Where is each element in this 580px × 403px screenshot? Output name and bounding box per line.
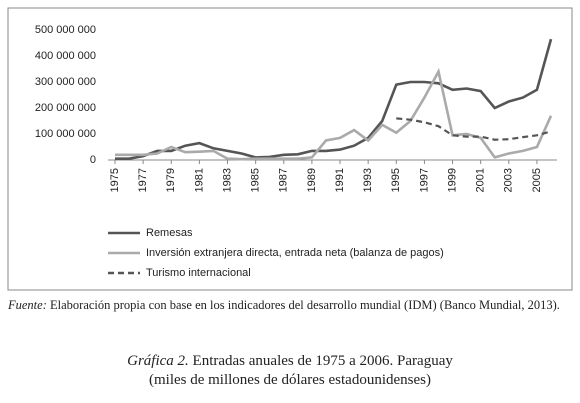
x-tick-label: 2005 [531,168,543,192]
x-tick-label: 1987 [278,168,290,192]
x-tick-label: 1993 [362,168,374,192]
caption-title: Entradas anuales de 1975 a 2006. Paragua… [192,353,453,369]
source-label: Fuente: [8,298,47,312]
x-tick-label: 1991 [334,168,346,192]
series-line [115,67,553,161]
x-tick-label: 1979 [165,168,177,192]
legend-label: Turismo internacional [146,267,251,279]
legend-label: Inversión extranjera directa, entrada ne… [146,247,444,259]
x-tick-label: 2003 [503,168,515,192]
x-tick-label: 2001 [475,168,487,192]
x-tick-label: 1977 [137,168,149,192]
y-tick-label: 400 000 000 [35,50,96,62]
series-line [396,117,552,141]
y-tick-label: 100 000 000 [35,128,96,140]
x-tick-label: 1983 [221,168,233,192]
caption: Gráfica 2. Entradas anuales de 1975 a 20… [0,352,580,390]
source-text: Elaboración propia con base en los indic… [50,298,560,312]
legend-label: Remesas [146,227,193,239]
y-tick-label: 200 000 000 [35,102,96,114]
x-tick-label: 1989 [306,168,318,192]
caption-label: Gráfica 2. [127,353,189,369]
y-tick-label: 300 000 000 [35,76,96,88]
chart-frame [7,7,573,291]
series-line [115,38,553,160]
y-tick-label: 500 000 000 [35,24,96,36]
y-tick-label: 0 [90,154,96,166]
x-tick-label: 1985 [250,168,262,192]
x-tick-label: 1981 [193,168,205,192]
x-tick-label: 1995 [390,168,402,192]
source-note: Fuente: Elaboración propia con base en l… [8,298,572,313]
caption-subtitle: (miles de millones de dólares estadounid… [148,372,431,388]
x-tick-label: 1999 [446,168,458,192]
x-tick-label: 1997 [418,168,430,192]
x-tick-label: 1975 [109,168,121,192]
chart: 0 100 000 000 200 000 000 300 000 000 400 00… [7,7,573,291]
